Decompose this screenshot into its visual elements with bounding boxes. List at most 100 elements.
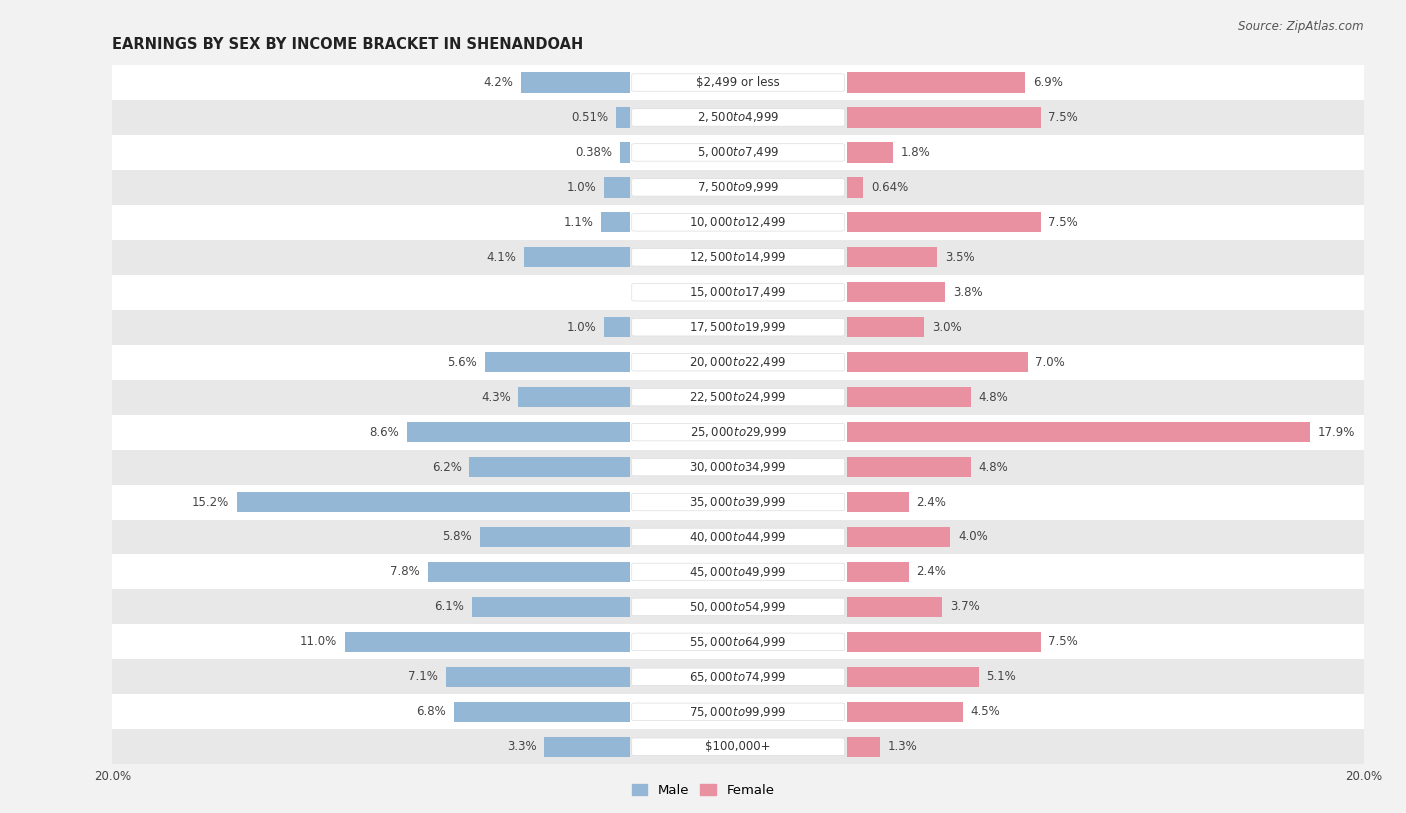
Bar bbox=[60, 415, 630, 450]
Text: 4.5%: 4.5% bbox=[970, 706, 1001, 718]
Bar bbox=[846, 352, 1028, 372]
Bar bbox=[344, 632, 630, 652]
Bar bbox=[522, 485, 955, 520]
Text: 4.0%: 4.0% bbox=[957, 531, 987, 543]
Bar bbox=[408, 422, 630, 442]
Bar bbox=[60, 589, 630, 624]
Bar bbox=[522, 694, 955, 729]
Bar bbox=[846, 562, 908, 582]
Bar bbox=[522, 554, 955, 589]
FancyBboxPatch shape bbox=[631, 528, 845, 546]
Bar bbox=[846, 72, 1025, 93]
Text: $5,000 to $7,499: $5,000 to $7,499 bbox=[697, 146, 779, 159]
FancyBboxPatch shape bbox=[631, 738, 845, 755]
Text: 15.2%: 15.2% bbox=[191, 496, 229, 508]
Text: 1.0%: 1.0% bbox=[567, 321, 596, 333]
Text: 3.7%: 3.7% bbox=[950, 601, 980, 613]
Bar bbox=[794, 450, 1364, 485]
FancyBboxPatch shape bbox=[631, 563, 845, 580]
Bar bbox=[60, 345, 630, 380]
Bar bbox=[519, 387, 630, 407]
Text: 6.9%: 6.9% bbox=[1033, 76, 1063, 89]
Text: $35,000 to $39,999: $35,000 to $39,999 bbox=[689, 495, 787, 509]
Text: 5.1%: 5.1% bbox=[987, 671, 1017, 683]
Bar bbox=[522, 345, 955, 380]
Text: $17,500 to $19,999: $17,500 to $19,999 bbox=[689, 320, 787, 334]
Bar bbox=[846, 597, 942, 617]
FancyBboxPatch shape bbox=[631, 703, 845, 720]
Text: $22,500 to $24,999: $22,500 to $24,999 bbox=[689, 390, 787, 404]
Bar bbox=[522, 275, 955, 310]
FancyBboxPatch shape bbox=[631, 459, 845, 476]
Bar bbox=[846, 667, 979, 687]
Bar bbox=[846, 422, 1309, 442]
Bar bbox=[522, 240, 955, 275]
Bar bbox=[794, 485, 1364, 520]
Bar bbox=[846, 492, 908, 512]
Bar bbox=[846, 177, 863, 198]
Text: 2.4%: 2.4% bbox=[917, 566, 946, 578]
Bar bbox=[794, 170, 1364, 205]
Bar bbox=[794, 100, 1364, 135]
Bar bbox=[846, 527, 950, 547]
Bar bbox=[794, 275, 1364, 310]
Text: $45,000 to $49,999: $45,000 to $49,999 bbox=[689, 565, 787, 579]
FancyBboxPatch shape bbox=[631, 424, 845, 441]
Text: $15,000 to $17,499: $15,000 to $17,499 bbox=[689, 285, 787, 299]
Text: 5.8%: 5.8% bbox=[443, 531, 472, 543]
Bar bbox=[846, 737, 880, 757]
FancyBboxPatch shape bbox=[631, 354, 845, 371]
Bar bbox=[523, 247, 630, 267]
Bar bbox=[427, 562, 630, 582]
Text: 4.8%: 4.8% bbox=[979, 461, 1008, 473]
Text: Source: ZipAtlas.com: Source: ZipAtlas.com bbox=[1239, 20, 1364, 33]
Bar bbox=[470, 457, 630, 477]
Bar bbox=[794, 520, 1364, 554]
Text: $30,000 to $34,999: $30,000 to $34,999 bbox=[689, 460, 787, 474]
Bar bbox=[603, 177, 630, 198]
FancyBboxPatch shape bbox=[631, 179, 845, 196]
Bar bbox=[522, 380, 955, 415]
Bar bbox=[60, 729, 630, 764]
Text: 1.0%: 1.0% bbox=[567, 181, 596, 193]
Bar bbox=[60, 624, 630, 659]
Bar bbox=[522, 100, 955, 135]
Bar bbox=[522, 624, 955, 659]
Text: 17.9%: 17.9% bbox=[1317, 426, 1354, 438]
Legend: Male, Female: Male, Female bbox=[626, 779, 780, 802]
Text: 4.1%: 4.1% bbox=[486, 251, 516, 263]
Text: 6.2%: 6.2% bbox=[432, 461, 461, 473]
Text: 7.5%: 7.5% bbox=[1049, 111, 1078, 124]
Bar bbox=[846, 702, 963, 722]
Bar bbox=[522, 170, 955, 205]
Text: 7.0%: 7.0% bbox=[1035, 356, 1066, 368]
Text: $2,499 or less: $2,499 or less bbox=[696, 76, 780, 89]
Bar bbox=[522, 450, 955, 485]
Text: 5.6%: 5.6% bbox=[447, 356, 477, 368]
Text: $65,000 to $74,999: $65,000 to $74,999 bbox=[689, 670, 787, 684]
Bar bbox=[522, 135, 955, 170]
Text: $10,000 to $12,499: $10,000 to $12,499 bbox=[689, 215, 787, 229]
Text: 0.51%: 0.51% bbox=[571, 111, 609, 124]
Text: 3.8%: 3.8% bbox=[953, 286, 983, 298]
Bar bbox=[60, 170, 630, 205]
Bar bbox=[454, 702, 630, 722]
Bar bbox=[522, 72, 630, 93]
Bar bbox=[846, 387, 970, 407]
Bar bbox=[60, 100, 630, 135]
FancyBboxPatch shape bbox=[631, 249, 845, 266]
Bar bbox=[522, 205, 955, 240]
Text: $100,000+: $100,000+ bbox=[706, 741, 770, 753]
FancyBboxPatch shape bbox=[631, 389, 845, 406]
Bar bbox=[60, 240, 630, 275]
Bar bbox=[794, 205, 1364, 240]
Bar bbox=[60, 65, 630, 100]
Text: $7,500 to $9,999: $7,500 to $9,999 bbox=[697, 180, 779, 194]
Bar bbox=[60, 694, 630, 729]
Text: $40,000 to $44,999: $40,000 to $44,999 bbox=[689, 530, 787, 544]
Bar bbox=[846, 212, 1040, 233]
Bar bbox=[522, 65, 955, 100]
Text: $2,500 to $4,999: $2,500 to $4,999 bbox=[697, 111, 779, 124]
Text: 6.1%: 6.1% bbox=[434, 601, 464, 613]
Text: 8.6%: 8.6% bbox=[370, 426, 399, 438]
